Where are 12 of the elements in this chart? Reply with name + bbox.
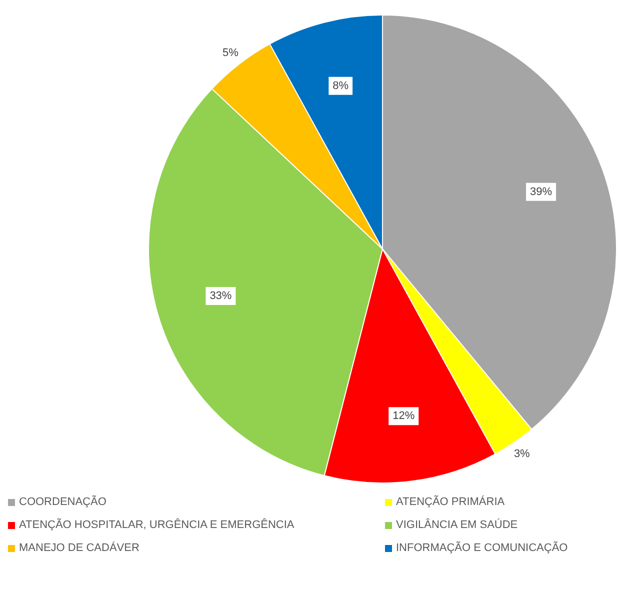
legend-label: MANEJO DE CADÁVER — [19, 542, 140, 554]
legend-label: INFORMAÇÃO E COMUNICAÇÃO — [396, 542, 568, 554]
data-label: 8% — [332, 80, 349, 92]
data-label: 39% — [530, 186, 552, 198]
legend-label: ATENÇÃO PRIMÁRIA — [396, 496, 505, 508]
data-label: 3% — [514, 448, 530, 460]
data-label: 5% — [222, 47, 239, 60]
legend-label: ATENÇÃO HOSPITALAR, URGÊNCIA E EMERGÊNCIA — [19, 519, 294, 531]
data-label: 33% — [210, 290, 232, 302]
data-label: 12% — [392, 410, 415, 422]
legend-label: COORDENAÇÃO — [19, 496, 106, 508]
legend-label: VIGILÂNCIA EM SAÚDE — [396, 519, 518, 531]
